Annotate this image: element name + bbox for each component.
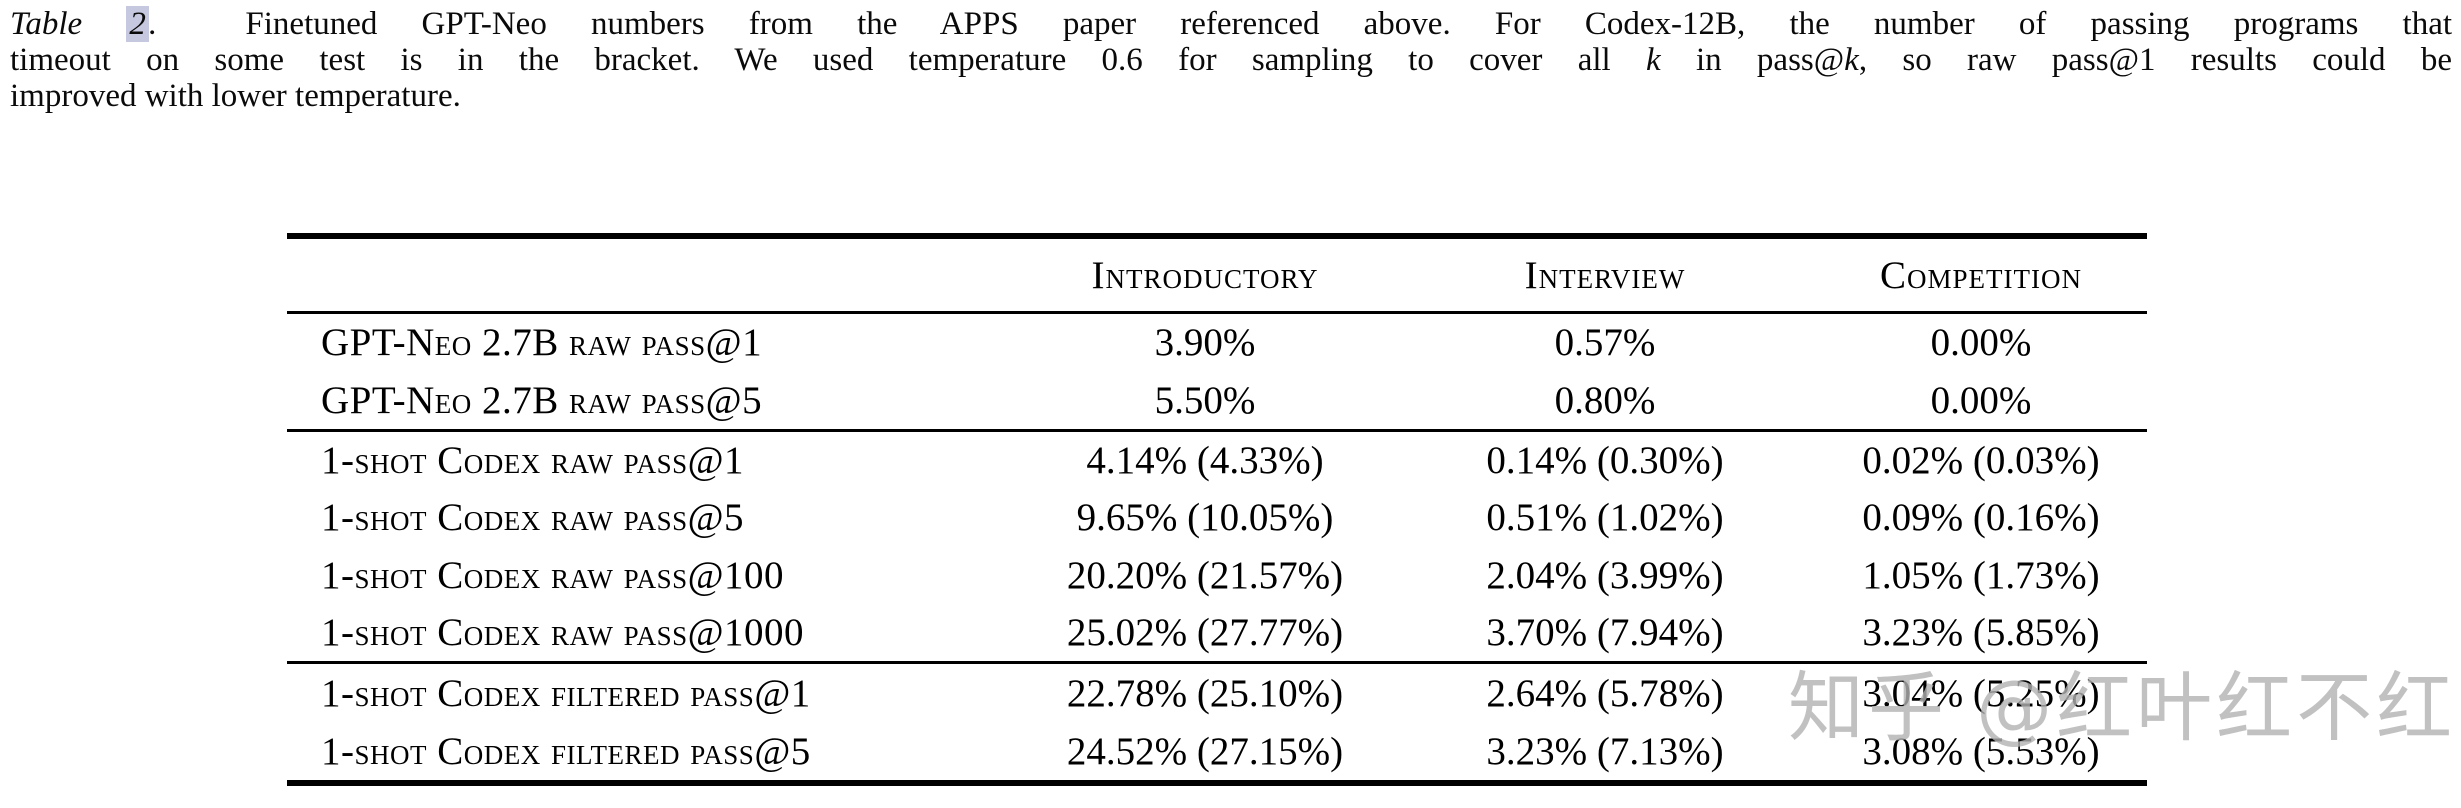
- cell-value: 0.00%: [1930, 321, 2032, 365]
- table-section-codex-filtered: 1-shot Codex filtered pass@1 22.78% (25.…: [287, 662, 2147, 783]
- table-row: GPT-Neo 2.7B raw pass@1 3.90% 0.57% 0.00…: [287, 313, 2147, 372]
- caption-period: .: [148, 6, 158, 42]
- cell-value: 24.52% (27.15%): [1066, 729, 1344, 773]
- column-header-introductory: Introductory: [1015, 236, 1395, 314]
- cell-value: 2.64% (5.78%): [1486, 671, 1724, 715]
- cell-value: 3.23% (5.85%): [1862, 611, 2100, 655]
- cell-value: 0.00%: [1930, 378, 2032, 422]
- caption-text-1: Finetuned GPT-Neo numbers from the APPS …: [157, 6, 2453, 42]
- results-table: Introductory Interview Competition GPT-N…: [287, 233, 2147, 786]
- caption-text-2b: in pass@: [1660, 42, 1845, 78]
- cell-value: 20.20% (21.57%): [1066, 554, 1344, 597]
- caption-table-word: Table: [10, 6, 127, 42]
- cell-value: 0.09% (0.16%): [1862, 496, 2100, 539]
- cell-value: 2.04% (3.99%): [1486, 554, 1724, 597]
- table-caption: Table 2. Finetuned GPT-Neo numbers from …: [10, 6, 2452, 114]
- column-header-interview: Interview: [1395, 236, 1815, 314]
- cell-value: 1.05% (1.73%): [1862, 554, 2100, 597]
- table-number-link[interactable]: 2: [126, 6, 149, 42]
- table-row: 1-shot Codex raw pass@5 9.65% (10.05%) 0…: [287, 489, 2147, 547]
- cell-value: 4.14% (4.33%): [1086, 438, 1324, 482]
- row-label: 1-shot Codex filtered pass@5: [321, 729, 811, 773]
- cell-value: 0.57%: [1554, 321, 1656, 365]
- cell-value: 9.65% (10.05%): [1076, 496, 1334, 539]
- caption-math-k1: k: [1646, 42, 1661, 78]
- cell-value: 3.08% (5.53%): [1862, 729, 2100, 773]
- caption-text-2a: timeout on some test is in the bracket. …: [10, 42, 1646, 78]
- header-row: Introductory Interview Competition: [287, 236, 2147, 314]
- row-label: GPT-Neo 2.7B raw pass@1: [321, 321, 763, 365]
- caption-line-2: timeout on some test is in the bracket. …: [10, 42, 2452, 78]
- row-label: 1-shot Codex raw pass@100: [321, 554, 785, 597]
- table-row: 1-shot Codex raw pass@100 20.20% (21.57%…: [287, 547, 2147, 605]
- cell-value: 25.02% (27.77%): [1066, 611, 1344, 655]
- cell-value: 3.04% (5.25%): [1862, 671, 2100, 715]
- row-label: 1-shot Codex raw pass@5: [321, 496, 745, 539]
- cell-value: 0.02% (0.03%): [1862, 438, 2100, 482]
- row-label: 1-shot Codex raw pass@1000: [321, 611, 805, 655]
- caption-line-3: improved with lower temperature.: [10, 78, 2452, 114]
- cell-value: 0.14% (0.30%): [1486, 438, 1724, 482]
- caption-text-3: improved with lower temperature.: [10, 78, 461, 114]
- header-empty-cell: [287, 236, 1015, 314]
- table-row: GPT-Neo 2.7B raw pass@5 5.50% 0.80% 0.00…: [287, 372, 2147, 431]
- cell-value: 5.50%: [1154, 378, 1256, 422]
- table-row: 1-shot Codex filtered pass@1 22.78% (25.…: [287, 663, 2147, 723]
- cell-value: 3.23% (7.13%): [1486, 729, 1724, 773]
- table-section-codex-raw: 1-shot Codex raw pass@1 4.14% (4.33%) 0.…: [287, 430, 2147, 663]
- table-row: 1-shot Codex filtered pass@5 24.52% (27.…: [287, 723, 2147, 783]
- table-row: 1-shot Codex raw pass@1000 25.02% (27.77…: [287, 605, 2147, 663]
- table-row: 1-shot Codex raw pass@1 4.14% (4.33%) 0.…: [287, 431, 2147, 489]
- row-label: GPT-Neo 2.7B raw pass@5: [321, 378, 763, 422]
- cell-value: 22.78% (25.10%): [1066, 671, 1344, 715]
- cell-value: 3.70% (7.94%): [1486, 611, 1724, 655]
- table-header: Introductory Interview Competition: [287, 236, 2147, 314]
- column-header-competition: Competition: [1815, 236, 2147, 314]
- cell-value: 0.80%: [1554, 378, 1656, 422]
- row-label: 1-shot Codex raw pass@1: [321, 438, 745, 482]
- cell-value: 3.90%: [1154, 321, 1256, 365]
- caption-text-2c: , so raw pass@1 results could be: [1858, 42, 2453, 78]
- row-label: 1-shot Codex filtered pass@1: [321, 671, 811, 715]
- caption-math-k2: k: [1844, 42, 1859, 78]
- caption-line-1: Table 2. Finetuned GPT-Neo numbers from …: [10, 6, 2452, 42]
- cell-value: 0.51% (1.02%): [1486, 496, 1724, 539]
- table-section-gpt-neo: GPT-Neo 2.7B raw pass@1 3.90% 0.57% 0.00…: [287, 313, 2147, 431]
